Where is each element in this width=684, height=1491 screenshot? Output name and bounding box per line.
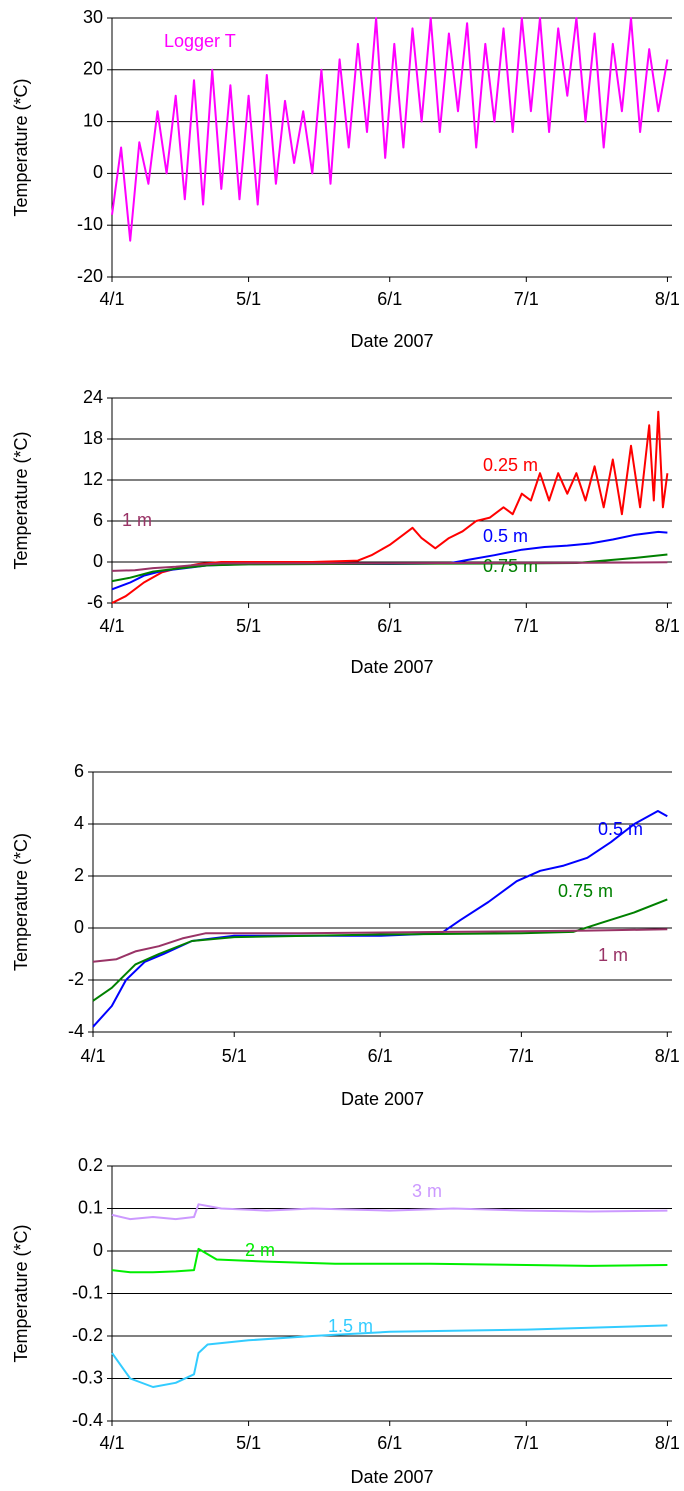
x-tick-label: 6/1 [377, 289, 402, 309]
series-label: 0.75 m [483, 556, 538, 576]
y-axis-title: Temperature (*C) [11, 1224, 31, 1362]
series-line [111, 1324, 668, 1388]
series-label: 0.5 m [483, 526, 528, 546]
x-tick-label: 7/1 [514, 1433, 539, 1453]
x-tick-label: 6/1 [377, 616, 402, 636]
y-tick-label: 12 [83, 469, 103, 489]
y-tick-label: 24 [83, 387, 103, 407]
series-label: 0.5 m [598, 819, 643, 839]
y-tick-label: 0 [74, 917, 84, 937]
x-tick-label: 6/1 [377, 1433, 402, 1453]
series-line [111, 1247, 668, 1274]
y-tick-label: -10 [77, 214, 103, 234]
series-label: 1.5 m [328, 1316, 373, 1336]
y-tick-label: -20 [77, 266, 103, 286]
x-tick-label: 4/1 [99, 616, 124, 636]
x-tick-label: 7/1 [509, 1046, 534, 1066]
x-tick-label: 5/1 [222, 1046, 247, 1066]
y-tick-label: 0 [93, 162, 103, 182]
y-tick-label: 6 [74, 761, 84, 781]
y-tick-label: -4 [68, 1021, 84, 1041]
y-axis-title: Temperature (*C) [11, 833, 31, 971]
x-tick-label: 8/1 [655, 1046, 680, 1066]
y-tick-label: -0.4 [72, 1410, 103, 1430]
series-label: 1 m [598, 945, 628, 965]
series-label: 0.25 m [483, 455, 538, 475]
x-tick-label: 5/1 [236, 616, 261, 636]
y-tick-label: -6 [87, 592, 103, 612]
series-label: 0.75 m [558, 881, 613, 901]
x-tick-label: 7/1 [514, 616, 539, 636]
x-axis-title: Date 2007 [350, 657, 433, 677]
y-tick-label: 30 [83, 7, 103, 27]
series-line [111, 17, 669, 242]
series-line [111, 530, 668, 591]
y-tick-label: -0.2 [72, 1325, 103, 1345]
y-tick-label: 0.1 [78, 1197, 103, 1217]
x-tick-label: 8/1 [655, 616, 680, 636]
x-tick-label: 8/1 [655, 289, 680, 309]
x-tick-label: 7/1 [514, 289, 539, 309]
series-label: 1 m [122, 510, 152, 530]
series-label: 3 m [412, 1181, 442, 1201]
x-tick-label: 4/1 [99, 1433, 124, 1453]
y-axis-title: Temperature (*C) [11, 431, 31, 569]
y-tick-label: 6 [93, 510, 103, 530]
y-tick-label: 10 [83, 110, 103, 130]
y-tick-label: 2 [74, 865, 84, 885]
y-tick-label: 0.2 [78, 1155, 103, 1175]
x-axis-title: Date 2007 [341, 1089, 424, 1109]
y-tick-label: -0.3 [72, 1367, 103, 1387]
y-axis-title: Temperature (*C) [11, 78, 31, 216]
series-label: Logger T [164, 31, 236, 51]
x-tick-label: 4/1 [80, 1046, 105, 1066]
y-tick-label: 0 [93, 551, 103, 571]
series-label: 2 m [245, 1240, 275, 1260]
x-tick-label: 4/1 [99, 289, 124, 309]
y-tick-label: 4 [74, 813, 84, 833]
x-axis-title: Date 2007 [350, 1467, 433, 1487]
series-line [92, 810, 668, 1028]
x-tick-label: 5/1 [236, 1433, 261, 1453]
series-line [92, 898, 668, 1002]
series-line [111, 1203, 668, 1221]
y-tick-label: 0 [93, 1240, 103, 1260]
y-tick-label: -2 [68, 969, 84, 989]
x-axis-title: Date 2007 [350, 331, 433, 351]
y-tick-label: -0.1 [72, 1282, 103, 1302]
series-line [111, 561, 668, 572]
x-tick-label: 6/1 [368, 1046, 393, 1066]
x-tick-label: 5/1 [236, 289, 261, 309]
series-line [111, 410, 669, 604]
y-tick-label: 20 [83, 59, 103, 79]
series-line [92, 928, 668, 963]
y-tick-label: 18 [83, 428, 103, 448]
x-tick-label: 8/1 [655, 1433, 680, 1453]
